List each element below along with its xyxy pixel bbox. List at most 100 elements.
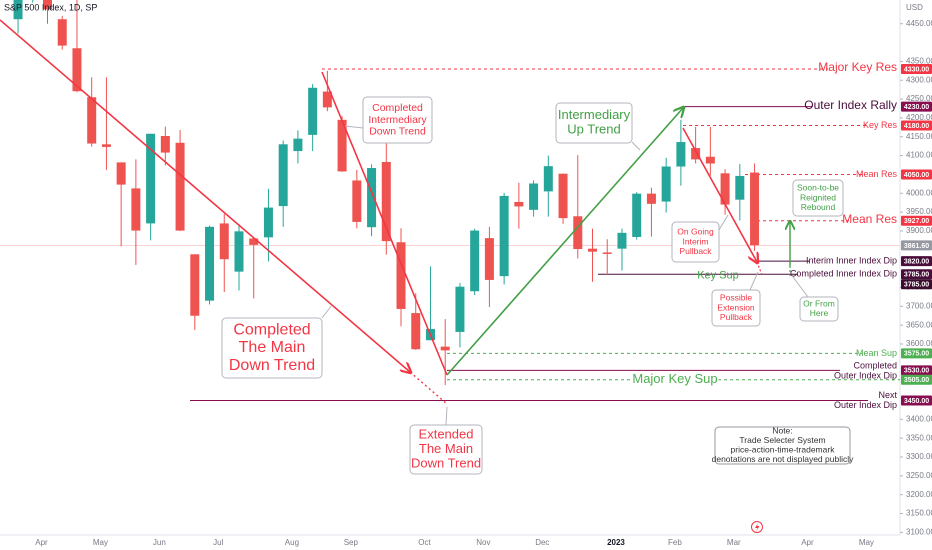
candle-body — [278, 144, 288, 207]
callout-text: Note: — [772, 425, 792, 435]
price-badge-label: 4230.00 — [904, 104, 929, 111]
price-badge — [901, 365, 932, 376]
price-badge-label: 3575.00 — [904, 351, 929, 358]
callout-text: price-action-time-trademark — [731, 445, 836, 455]
intermediary-down-trend — [321, 71, 448, 376]
candle-body — [263, 207, 273, 238]
callout-text: Rebound — [801, 202, 836, 212]
candle-body — [691, 148, 701, 160]
callout-text: Down Trend — [229, 357, 315, 374]
x-tick-label: May — [93, 538, 108, 547]
y-tick-label: 3950.00 — [906, 207, 932, 216]
candle-body — [750, 172, 760, 246]
main-down-trend — [0, 19, 410, 372]
callout-pointer — [344, 125, 364, 129]
callout-pointer — [792, 276, 809, 298]
candle-body — [190, 254, 200, 316]
candle-body — [116, 162, 126, 185]
price-badge — [901, 279, 932, 290]
price-badge — [901, 215, 932, 226]
candle-body — [558, 173, 568, 219]
candle-body — [101, 144, 111, 147]
level-text: Outer Index Dip — [834, 371, 897, 381]
level-text: Completed — [853, 361, 897, 371]
candle-body — [602, 252, 612, 254]
price-badge-label: 3530.00 — [904, 368, 929, 375]
price-badge-label: 3505.00 — [904, 377, 929, 384]
candle-body — [13, 0, 23, 20]
x-tick-label: Feb — [668, 538, 682, 547]
candle-body — [514, 201, 524, 207]
level-text: Key Res — [863, 120, 898, 130]
callout-text: Possible — [720, 293, 752, 303]
candle-body — [735, 175, 745, 200]
price-badge — [901, 395, 932, 406]
callout-text: Key Sup — [697, 269, 739, 281]
candle-body — [661, 166, 671, 202]
callout-text: Trade Selecter System — [739, 435, 825, 445]
callout-box — [711, 289, 761, 327]
price-badge — [901, 63, 932, 74]
y-tick-label: 3150.00 — [906, 509, 932, 518]
candle-body — [175, 142, 185, 231]
price-badge — [901, 101, 932, 112]
currency-label: USD — [906, 3, 923, 12]
price-badge — [901, 240, 932, 251]
x-tick-label: Oct — [418, 538, 431, 547]
x-tick-label: Apr — [801, 538, 814, 547]
callout-text: Pullback — [720, 312, 753, 322]
interim-pullback — [682, 127, 757, 262]
candles — [13, 0, 760, 386]
price-badge-label: 4180.00 — [904, 123, 929, 130]
candle-body — [87, 97, 97, 144]
price-badge — [901, 256, 932, 267]
callout-text: On Going — [677, 227, 714, 237]
candle-body — [720, 173, 730, 205]
intermediary-up-trend — [446, 108, 683, 376]
callout-text: Or From — [803, 298, 835, 308]
level-text: Mean Sup — [856, 348, 897, 358]
callout-pointer — [631, 141, 641, 151]
candle-body — [219, 223, 229, 260]
callout-text: The Main — [419, 441, 473, 456]
price-badge — [901, 120, 932, 131]
y-tick-label: 3700.00 — [906, 301, 932, 310]
price-badge-label: 4330.00 — [904, 66, 929, 73]
callout-text: The Main — [239, 339, 306, 356]
y-tick-label: 4100.00 — [906, 151, 932, 160]
candle-body — [411, 313, 421, 350]
callout-text: Extension — [717, 302, 755, 312]
x-tick-label: Dec — [535, 538, 549, 547]
chart-title: S&P 500 Index, 1D, SP — [4, 2, 97, 12]
price-badge-label: 3785.00 — [904, 272, 929, 279]
price-badge — [901, 348, 932, 359]
callout-pointer — [718, 214, 729, 231]
callout-text: Soon-to-be — [797, 183, 839, 193]
level-lines — [0, 68, 900, 401]
y-tick-label: 4450.00 — [906, 19, 932, 28]
candle-body — [322, 91, 332, 108]
x-tick-label: Mar — [727, 538, 741, 547]
candle-body — [293, 138, 303, 152]
candle-body — [588, 248, 598, 252]
callout-box — [362, 96, 433, 144]
y-tick-label: 3900.00 — [906, 226, 932, 235]
callout-box — [799, 296, 839, 322]
x-tick-label: Jul — [213, 538, 223, 547]
callout-pointer — [321, 304, 333, 319]
callout-text: Reignited — [800, 192, 836, 202]
candle-body — [249, 238, 259, 245]
candle-body — [337, 119, 347, 172]
x-tick-label: May — [859, 538, 874, 547]
candle-body — [160, 136, 170, 153]
candle-body — [205, 226, 215, 301]
candle-body — [455, 286, 465, 332]
level-text: Major Key Res — [818, 60, 897, 74]
candle-body — [573, 216, 583, 250]
candle-body — [440, 346, 450, 351]
y-tick-label: 3100.00 — [906, 527, 932, 536]
callout-text: Intermediary — [368, 114, 427, 126]
candle-body — [234, 231, 244, 272]
callout-text: Interim — [683, 236, 709, 246]
